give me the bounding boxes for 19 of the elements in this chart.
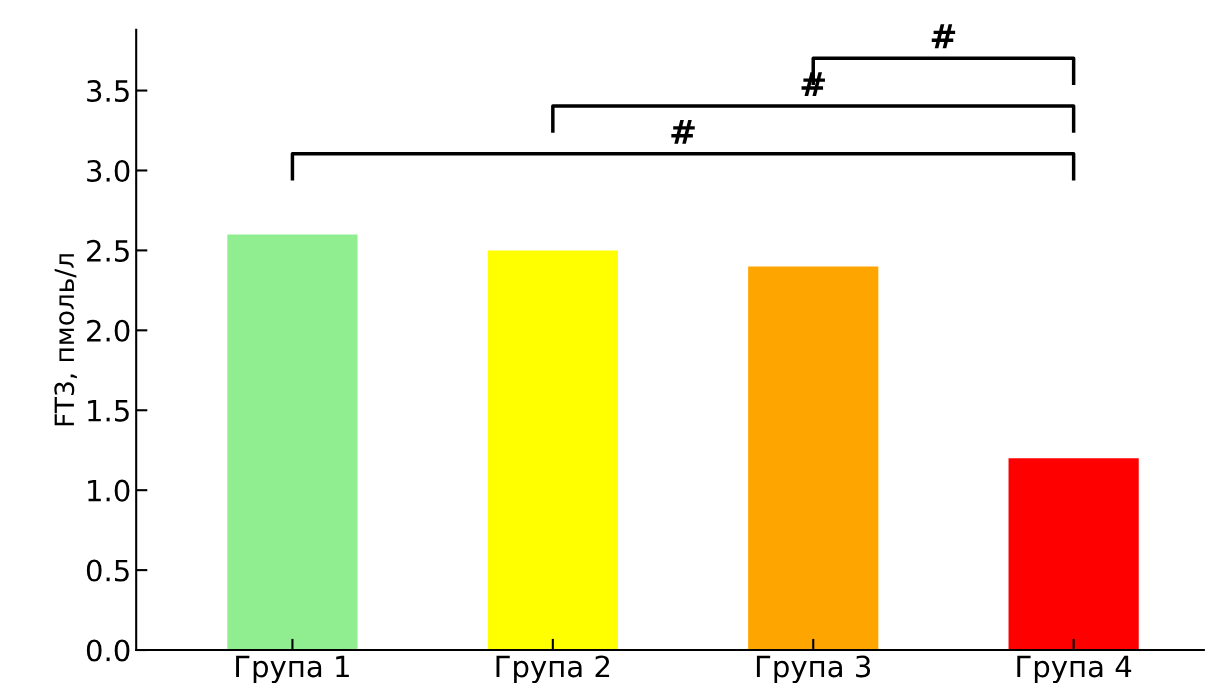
bar [487, 250, 618, 651]
y-tick-label: 0.0 [86, 639, 130, 662]
annotation: # [931, 24, 956, 49]
y-tick-label: 2.0 [87, 319, 130, 342]
y-tick-label: 0.5 [86, 559, 129, 582]
y-axis-title: FT3, пмоль/л [54, 254, 77, 426]
x-tick-label: Група 4 [1017, 655, 1132, 684]
x-tick-label: Група 3 [756, 655, 871, 684]
y-tick-label: 1.5 [88, 400, 129, 422]
annotation: # [671, 119, 695, 144]
bar [227, 234, 358, 651]
y-tick-label: 2.5 [87, 239, 129, 262]
y-tick-label: 1.0 [88, 479, 130, 502]
x-tick-label: Група 1 [236, 655, 349, 684]
x-tick-label: Група 2 [496, 655, 610, 684]
y-tick-label: 3.5 [87, 79, 129, 103]
bar [1008, 458, 1139, 651]
y-tick-label: 3.0 [87, 159, 130, 182]
bar [748, 266, 879, 651]
